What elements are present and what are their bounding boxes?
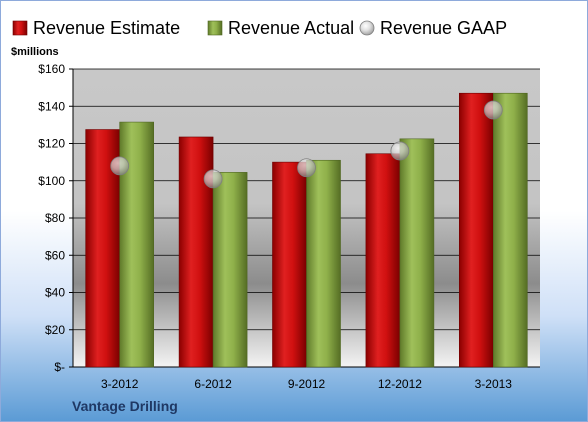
marker-revenue-gaap-12-2012	[390, 141, 410, 161]
legend-swatch-revenue-actual	[207, 20, 223, 36]
marker-revenue-gaap-6-2012	[203, 169, 223, 189]
marker-revenue-gaap-3-2012	[110, 156, 130, 176]
x-tick-label-3-2013: 3-2013	[475, 377, 513, 391]
legend-label-revenue-gaap: Revenue GAAP	[380, 18, 507, 38]
bar-revenue-actual-9-2012	[306, 159, 341, 368]
marker-revenue-gaap-3-2013	[483, 100, 503, 120]
bar-revenue-actual-6-2012	[212, 172, 248, 368]
x-tick-label-3-2012: 3-2012	[101, 377, 139, 391]
y-tick-label-20: $20	[45, 323, 65, 337]
marker-revenue-gaap-9-2012	[297, 158, 316, 178]
y-tick-label-140: $140	[38, 99, 65, 113]
y-tick-label-0: $-	[54, 360, 65, 374]
gaap-markers	[110, 100, 503, 189]
y-tick-label-100: $100	[38, 174, 65, 188]
y-axis-ticks: $- $20 $40 $60 $80 $100 $120 $140 $160	[38, 62, 74, 374]
legend-swatch-revenue-gaap	[359, 20, 375, 36]
x-tick-label-12-2012: 12-2012	[378, 377, 422, 391]
bar-revenue-actual-12-2012	[399, 138, 435, 368]
company-name: Vantage Drilling	[72, 398, 178, 414]
x-tick-label-6-2012: 6-2012	[194, 377, 232, 391]
bar-revenue-estimate-9-2012	[272, 161, 307, 368]
legend: Revenue Estimate Revenue Actual Revenue GA…	[12, 18, 507, 38]
legend-swatch-revenue-estimate	[12, 20, 28, 36]
x-axis-ticks: 3-2012 6-2012 9-2012 12-2012 3-2013	[101, 377, 512, 391]
x-tick-label-9-2012: 9-2012	[288, 377, 326, 391]
bar-revenue-actual-3-2013	[492, 92, 528, 368]
y-tick-label-160: $160	[38, 62, 65, 76]
legend-label-revenue-actual: Revenue Actual	[228, 18, 354, 38]
y-tick-label-120: $120	[38, 137, 65, 151]
legend-label-revenue-estimate: Revenue Estimate	[33, 18, 180, 38]
bar-revenue-estimate-12-2012	[365, 153, 401, 368]
y-tick-label-60: $60	[45, 248, 65, 262]
y-tick-label-80: $80	[45, 211, 65, 225]
y-axis-unit-label: $millions	[11, 46, 59, 58]
bar-revenue-estimate-3-2013	[458, 92, 494, 368]
y-tick-label-40: $40	[45, 286, 65, 300]
